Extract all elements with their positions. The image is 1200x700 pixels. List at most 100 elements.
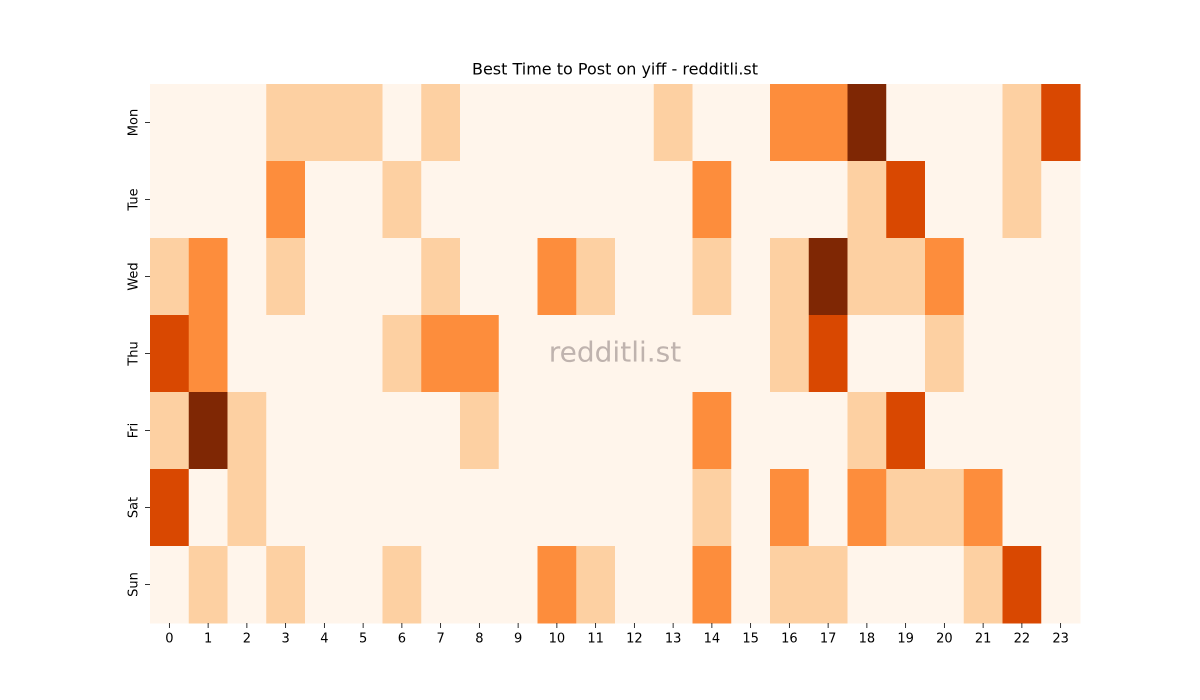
heat-cell (421, 469, 461, 547)
heat-cell (615, 238, 655, 316)
heat-cell (305, 546, 345, 624)
heat-cell (847, 161, 887, 239)
x-tick-label: 7 (436, 632, 444, 647)
heat-cell (150, 161, 190, 239)
heat-cell (498, 392, 538, 470)
heat-cell (188, 546, 228, 624)
heat-cell (1041, 161, 1081, 239)
heat-cell (653, 392, 693, 470)
heat-cell (886, 546, 926, 624)
heat-cell (421, 315, 461, 393)
heat-cell (150, 546, 190, 624)
heat-cell (925, 238, 965, 316)
heat-cell (692, 161, 732, 239)
heat-cell (808, 469, 848, 547)
x-tick-label: 15 (742, 632, 759, 647)
heat-cell (343, 84, 383, 162)
heat-cell (227, 315, 267, 393)
x-tick-label: 14 (704, 632, 721, 647)
heat-cell (537, 392, 577, 470)
x-tick-label: 0 (165, 632, 173, 647)
heat-cell (150, 392, 190, 470)
heat-cell (576, 469, 616, 547)
heat-cell (847, 238, 887, 316)
heat-cell (963, 161, 1003, 239)
heat-cell (382, 469, 422, 547)
heat-cell (421, 392, 461, 470)
heat-cell (266, 392, 306, 470)
heat-cell (963, 392, 1003, 470)
heat-cell (421, 238, 461, 316)
heat-cell (1002, 161, 1042, 239)
heat-cell (925, 469, 965, 547)
x-tick-label: 23 (1052, 632, 1069, 647)
heat-cell (615, 546, 655, 624)
heat-cell (847, 392, 887, 470)
x-tick-label: 11 (587, 632, 604, 647)
heat-cell (615, 315, 655, 393)
heat-cell (653, 84, 693, 162)
heat-cell (537, 84, 577, 162)
chart-title: Best Time to Post on yiff - redditli.st (472, 60, 758, 79)
heat-cell (1002, 469, 1042, 547)
y-tick-label: Thu (127, 341, 142, 366)
heat-cell (188, 469, 228, 547)
heat-cell (808, 315, 848, 393)
heat-cell (266, 469, 306, 547)
heat-cell (692, 392, 732, 470)
x-tick-label: 21 (975, 632, 992, 647)
x-tick-label: 1 (204, 632, 212, 647)
x-tick-label: 10 (549, 632, 566, 647)
x-tick-label: 3 (281, 632, 289, 647)
heat-cell (731, 238, 771, 316)
heat-cell (770, 238, 810, 316)
heat-cell (615, 392, 655, 470)
y-tick-label: Mon (127, 109, 142, 136)
heat-cell (1002, 84, 1042, 162)
heat-cell (808, 84, 848, 162)
heat-cell (615, 161, 655, 239)
heat-cell (460, 84, 500, 162)
heat-cell (692, 469, 732, 547)
heat-cell (460, 238, 500, 316)
heat-cell (692, 546, 732, 624)
heat-cell (266, 546, 306, 624)
heat-cell (731, 392, 771, 470)
heat-cell (963, 84, 1003, 162)
heat-cell (498, 161, 538, 239)
heat-cell (460, 315, 500, 393)
heat-cell (305, 392, 345, 470)
x-tick-label: 16 (781, 632, 798, 647)
heat-cell (692, 238, 732, 316)
heat-cell (576, 238, 616, 316)
heat-cell (886, 315, 926, 393)
x-tick-label: 12 (626, 632, 643, 647)
heat-cell (421, 161, 461, 239)
heat-cell (770, 469, 810, 547)
heat-cell (1002, 315, 1042, 393)
heat-cell (305, 469, 345, 547)
x-tick-label: 20 (936, 632, 953, 647)
heat-cell (963, 469, 1003, 547)
x-tick-label: 19 (897, 632, 914, 647)
heat-cell (266, 161, 306, 239)
heat-cell (1041, 315, 1081, 393)
heat-cell (731, 84, 771, 162)
x-tick-label: 22 (1014, 632, 1031, 647)
heat-cell (382, 315, 422, 393)
x-tick-label: 17 (820, 632, 837, 647)
heat-cell (615, 469, 655, 547)
heat-cell (1041, 84, 1081, 162)
heat-cell (188, 84, 228, 162)
heat-cell (770, 546, 810, 624)
heat-cell (576, 546, 616, 624)
heat-cell (576, 84, 616, 162)
heat-cell (150, 469, 190, 547)
heat-cell (886, 161, 926, 239)
y-tick-label: Sat (127, 497, 142, 518)
heat-cell (963, 315, 1003, 393)
heat-cell (653, 546, 693, 624)
heat-cell (460, 392, 500, 470)
heat-cell (305, 161, 345, 239)
